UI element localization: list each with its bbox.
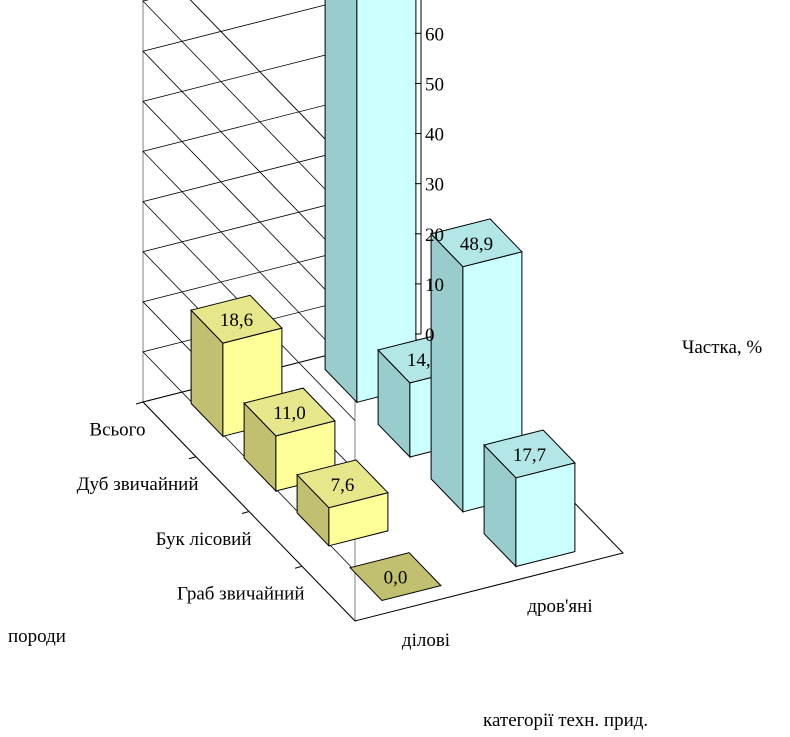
bar-0-3: 0,0: [349, 552, 442, 602]
bar-top: [243, 387, 336, 437]
chart-bars: 18,681,411,014,87,648,90,017,7: [190, 0, 576, 602]
z-tick-label: 20: [425, 225, 444, 246]
gridline: [142, 283, 412, 572]
bar-top: [190, 294, 283, 344]
z-axis-title: Частка, %: [682, 337, 762, 358]
data-label: 48,9: [460, 234, 493, 255]
y-tick: [135, 401, 144, 405]
bar-0-2: 7,6: [296, 459, 389, 548]
species-label: Граб звичайний: [177, 584, 304, 605]
chart-floor: [142, 333, 624, 622]
data-label: 7,6: [331, 475, 355, 496]
data-label: 18,6: [220, 310, 253, 331]
category-label: ділові: [402, 630, 450, 651]
bar-0-1: 11,0: [243, 387, 336, 493]
z-axis: 0102030405060708090: [415, 0, 444, 346]
data-label: 0,0: [384, 568, 408, 589]
species-label: Дуб звичайний: [77, 474, 199, 495]
gridline: [142, 0, 356, 221]
bar-top: [483, 429, 576, 479]
gridline: [142, 32, 412, 321]
data-label: 17,7: [513, 445, 546, 466]
gridline: [142, 0, 356, 271]
y-axis-title: породи: [8, 626, 66, 647]
data-label: 11,0: [273, 403, 306, 424]
y-tick: [241, 511, 250, 514]
bar-front: [515, 462, 576, 568]
species-label: Всього: [89, 419, 145, 440]
y-tick: [188, 456, 197, 460]
z-tick-label: 60: [425, 24, 444, 45]
z-tick-label: 50: [425, 74, 444, 95]
z-tick-label: 40: [425, 125, 444, 146]
gridline: [142, 133, 412, 421]
z-tick-label: 10: [425, 275, 444, 296]
bar-top: [430, 218, 523, 268]
gridline: [189, 0, 356, 171]
z-tick-label: 0: [425, 325, 435, 346]
bar-top: [296, 459, 389, 509]
species-label: Бук лісовий: [156, 529, 252, 550]
bar-1-0: 81,4: [324, 0, 417, 404]
y-tick: [294, 565, 303, 569]
y-axis-species: Всього Дуб звичайний Бук лісовий Граб звича…: [77, 401, 305, 605]
gridline: [142, 83, 412, 371]
bar-1-3: 17,7: [483, 429, 576, 568]
z-tick-label: 30: [425, 175, 444, 196]
chart-gridlines: [142, 0, 412, 572]
x-axis-categories: ділові дров'яні: [402, 596, 593, 651]
bar-front: [356, 0, 417, 403]
bar-side: [324, 0, 358, 404]
category-label: дров'яні: [527, 596, 592, 617]
floor-plane: [142, 333, 624, 622]
x-axis-title: категорії техн. прид.: [483, 710, 648, 731]
bar-top: [349, 552, 442, 602]
